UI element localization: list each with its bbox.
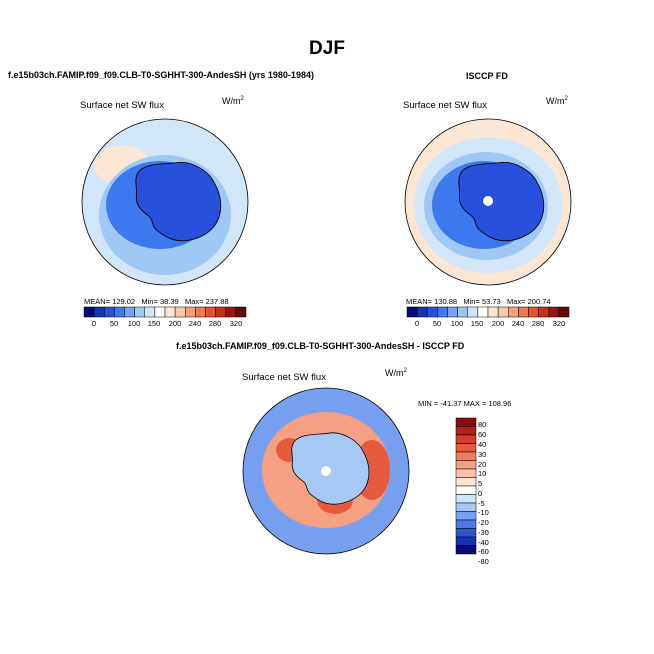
cb2-label: 50 (427, 319, 447, 328)
cb3-label: 40 (478, 440, 486, 449)
colorbar-swatch (456, 546, 476, 555)
colorbar-swatch (456, 520, 476, 529)
colorbar-swatch (135, 307, 145, 317)
cb3-label: 5 (478, 479, 482, 488)
cb3-label: 20 (478, 460, 486, 469)
cb3-label: 60 (478, 430, 486, 439)
colorbar-swatch (94, 307, 104, 317)
cb3-label: -5 (478, 499, 485, 508)
colorbar-swatch (458, 307, 468, 317)
colorbar-swatch (427, 307, 437, 317)
colorbar-swatch (456, 469, 476, 478)
colorbar-swatch (456, 537, 476, 546)
cb3-label: -20 (478, 518, 489, 527)
colorbar-swatch (529, 307, 539, 317)
panel3-colorbar-labels: 80 60 40 30 20 10 5 0 -5 -10 -20 -30 -40… (478, 0, 518, 654)
cb2-label: 0 (407, 319, 427, 328)
colorbar-swatch (549, 307, 559, 317)
cb2-label: 100 (447, 319, 467, 328)
cb3-label: -10 (478, 508, 489, 517)
colorbar-swatch (226, 307, 236, 317)
colorbar-swatch (236, 307, 246, 317)
colorbar-swatch (456, 529, 476, 538)
colorbar-swatch (448, 307, 458, 317)
panel3-pole-hole (321, 466, 331, 476)
cb2-label: 320 (549, 319, 569, 328)
colorbar-swatch (456, 418, 476, 427)
cb3-label: 30 (478, 450, 486, 459)
panel1-colorbar (84, 307, 246, 317)
colorbar-swatch (468, 307, 478, 317)
panel1-map (80, 118, 250, 288)
cb2-label: 280 (528, 319, 548, 328)
colorbar-swatch (456, 444, 476, 453)
colorbar-swatch (456, 427, 476, 436)
cb3-label: -60 (478, 547, 489, 556)
colorbar-swatch (125, 307, 135, 317)
colorbar-swatch (456, 486, 476, 495)
colorbar-swatch (456, 452, 476, 461)
colorbar-swatch (417, 307, 427, 317)
panel2-colorbar-labels: 0 50 100 150 200 240 280 320 (0, 319, 654, 331)
cb3-label: -40 (478, 538, 489, 547)
cb3-label: -80 (478, 557, 489, 566)
cb3-label: 10 (478, 469, 486, 478)
colorbar-swatch (114, 307, 124, 317)
colorbar-swatch (456, 512, 476, 521)
colorbar-swatch (456, 503, 476, 512)
colorbar-swatch (165, 307, 175, 317)
colorbar-swatch (456, 461, 476, 470)
colorbar-swatch (206, 307, 216, 317)
cb3-label: 0 (478, 489, 482, 498)
colorbar-swatch (84, 307, 94, 317)
colorbar-swatch (456, 495, 476, 504)
cb3-label: -30 (478, 528, 489, 537)
colorbar-swatch (407, 307, 417, 317)
colorbar-swatch (216, 307, 226, 317)
colorbar-swatch (185, 307, 195, 317)
colorbar-swatch (518, 307, 528, 317)
colorbar-swatch (145, 307, 155, 317)
colorbar-swatch (456, 435, 476, 444)
colorbar-swatch (437, 307, 447, 317)
panel3-colorbar (456, 418, 476, 554)
colorbar-swatch (539, 307, 549, 317)
cb3-label: 80 (478, 420, 486, 429)
colorbar-swatch (155, 307, 165, 317)
colorbar-swatch (104, 307, 114, 317)
colorbar-swatch (559, 307, 569, 317)
colorbar-swatch (195, 307, 205, 317)
colorbar-swatch (175, 307, 185, 317)
colorbar-swatch (456, 478, 476, 487)
